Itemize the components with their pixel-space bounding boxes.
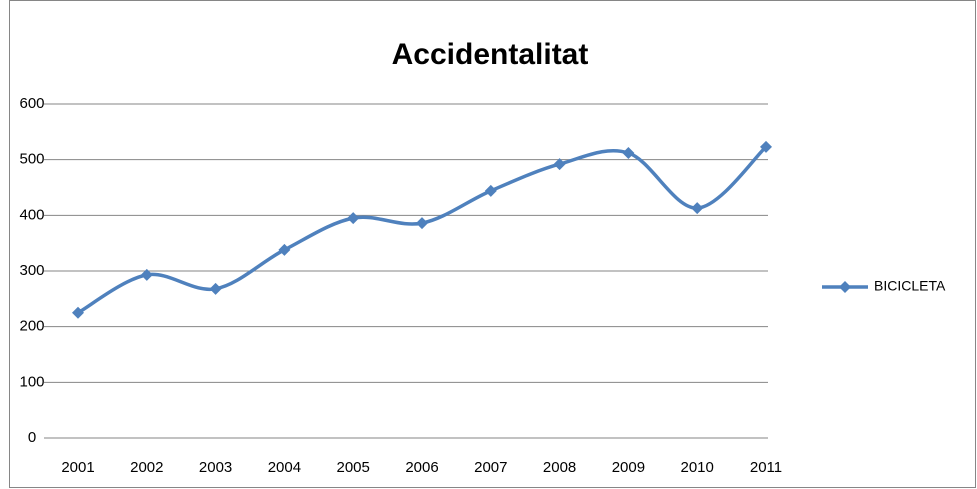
data-marker — [278, 243, 291, 256]
x-tick-label: 2001 — [61, 459, 94, 476]
data-marker — [553, 158, 566, 171]
chart-border — [9, 0, 976, 488]
data-marker — [691, 202, 704, 215]
x-tick-label: 2011 — [750, 459, 782, 476]
y-tick-label: 0 — [28, 429, 36, 446]
legend-label: BICICLETA — [874, 278, 946, 294]
y-tick-label: 100 — [19, 373, 44, 390]
y-tick-label: 200 — [19, 318, 44, 335]
data-marker — [72, 306, 84, 319]
x-tick-label: 2010 — [681, 459, 714, 476]
x-tick-label: 2006 — [405, 459, 438, 476]
data-marker — [622, 146, 635, 159]
chart-title: Accidentalitat — [392, 38, 589, 71]
data-marker — [760, 140, 772, 153]
data-marker — [140, 268, 153, 281]
data-marker — [209, 282, 222, 295]
legend-marker — [839, 281, 851, 293]
y-tick-label: 500 — [19, 151, 44, 168]
x-tick-label: 2004 — [268, 459, 301, 476]
y-tick-label: 600 — [19, 95, 44, 112]
data-marker — [347, 212, 360, 225]
y-tick-label: 400 — [19, 206, 44, 223]
x-tick-label: 2008 — [543, 459, 576, 476]
x-tick-label: 2007 — [474, 459, 507, 476]
data-marker — [484, 184, 497, 197]
x-tick-label: 2003 — [199, 459, 232, 476]
y-tick-label: 300 — [19, 262, 44, 279]
x-tick-label: 2002 — [130, 459, 163, 476]
x-tick-label: 2005 — [337, 459, 370, 476]
x-tick-label: 2009 — [612, 459, 645, 476]
data-marker — [416, 217, 428, 230]
